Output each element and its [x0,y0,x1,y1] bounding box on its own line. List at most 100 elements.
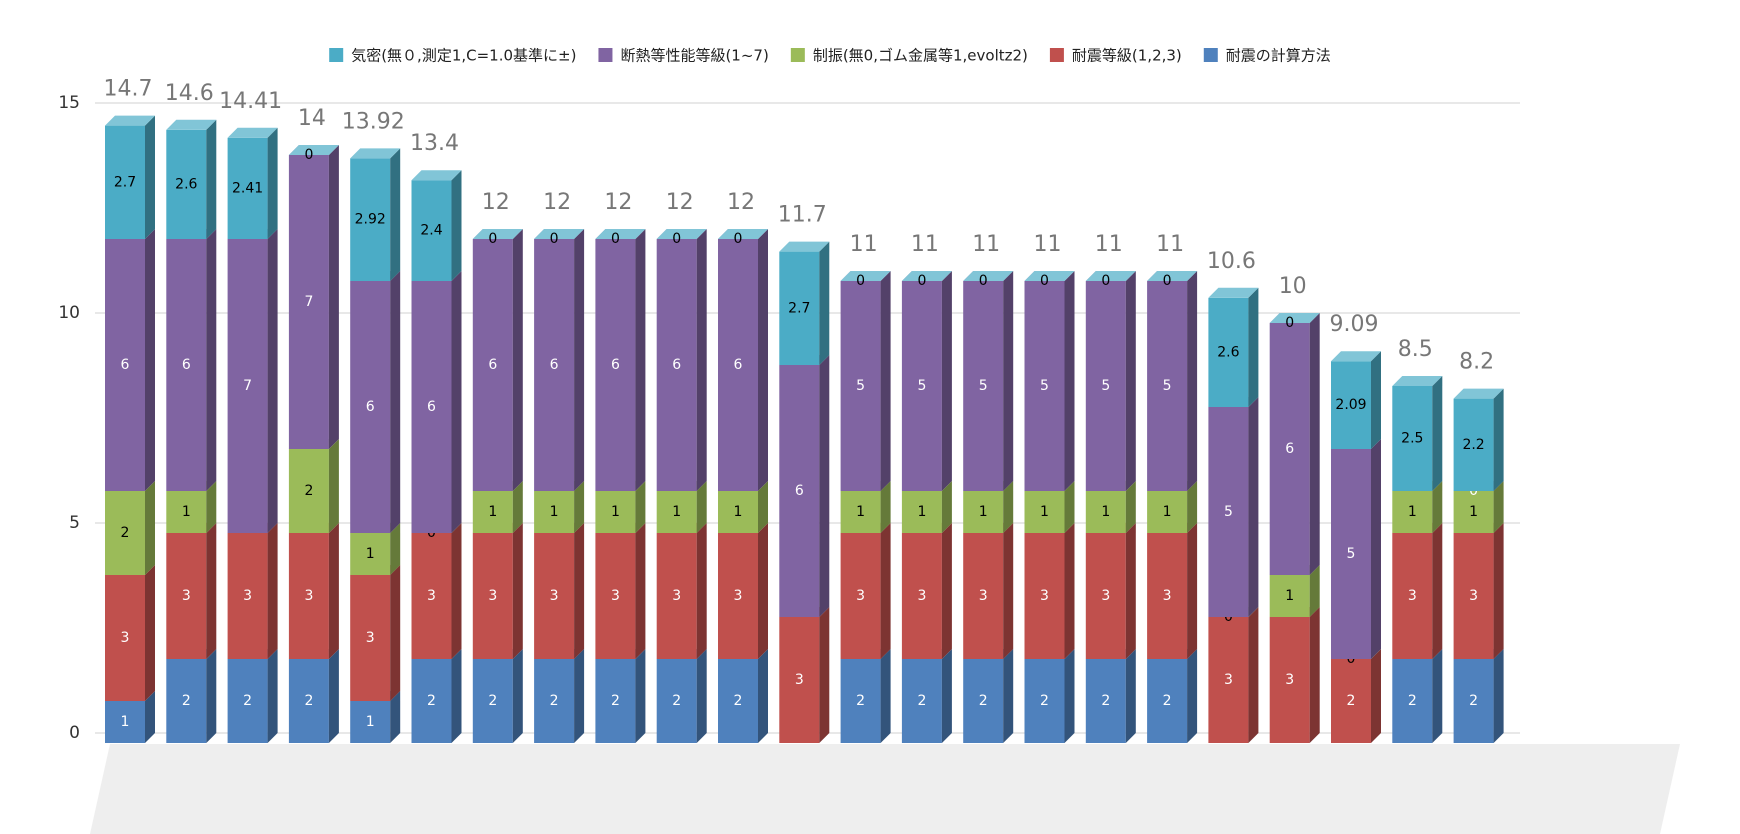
bar-segment [595,239,636,491]
data-label: 3 [488,588,497,604]
bar-segment [534,533,575,659]
data-label: 2.41 [232,180,263,196]
data-label: 2 [1469,693,1478,709]
data-label: 2 [427,693,436,709]
data-label: 0 [488,231,497,247]
bar-segment [963,659,1004,743]
bar-segment [840,659,881,743]
bar-side [145,229,155,491]
data-label: 1 [121,714,130,730]
bar-side [1064,271,1075,491]
bar-side [1248,397,1259,617]
bar-segment [534,239,575,491]
bar-side [206,481,217,533]
bar-segment [963,281,1004,491]
bar-side [1125,649,1136,743]
legend-label: 気密(無０,測定1,C=1.0基準に±) [351,47,576,65]
bar-side [512,523,523,659]
data-label: 3 [856,588,865,604]
data-label: 0 [672,231,681,247]
data-label: 1 [366,714,375,730]
bar-side [1003,649,1014,743]
data-label: 1 [611,504,620,520]
data-label: 6 [121,357,130,373]
bar-segment [1147,659,1188,743]
bar-side [696,481,707,533]
data-label: 2.7 [788,300,810,316]
bar-side [1187,523,1198,659]
data-label: 3 [182,588,191,604]
bar-top [1392,376,1443,386]
data-label: 6 [550,357,559,373]
floor [90,744,1680,834]
data-label: 0 [917,273,926,289]
data-label: 1 [182,504,191,520]
bar-segment [1085,281,1126,491]
bar-top [840,271,891,281]
bar-side [328,523,339,659]
total-label: 14.41 [219,89,282,114]
data-label: 5 [1163,378,1172,394]
bar-segment [534,491,575,533]
bar-segment [1085,533,1126,659]
data-label: 1 [672,504,681,520]
data-label: 1 [1163,504,1172,520]
bar-side [451,271,462,533]
bar-side [941,649,952,743]
bar-segment [656,533,697,659]
data-label: 2 [243,693,252,709]
data-label: 3 [550,588,559,604]
total-label: 11 [972,232,1000,257]
bar-side [1432,376,1443,491]
bar-side [206,229,217,491]
bar-side [390,691,401,743]
data-label: 1 [734,504,743,520]
total-label: 12 [604,190,632,215]
bar-segment [227,137,268,239]
bar-side [819,241,830,365]
data-label: 0 [1101,273,1110,289]
bar-side [758,649,768,743]
data-label: 1 [1040,504,1049,520]
bar-segment [656,659,697,743]
data-label: 2 [917,693,926,709]
bar-side [145,481,155,575]
bar-segment [840,533,881,659]
bar-segment [1024,491,1065,533]
bar-side [941,481,952,533]
data-label: 2.5 [1401,431,1423,447]
data-label: 5 [979,378,988,394]
data-label: 5 [1224,504,1233,520]
bar-segment [718,491,758,533]
bar-side [635,649,646,743]
data-label: 2 [1408,693,1417,709]
bar-segment [227,533,268,659]
bar-side [1309,565,1320,617]
bar-side [145,691,155,743]
bar-segment [227,659,268,743]
data-label: 2.09 [1335,397,1366,413]
bar-side [145,565,155,701]
bar-top [718,229,768,239]
data-label: 5 [1101,378,1110,394]
bar-side [574,523,585,659]
legend-label: 耐震等級(1,2,3) [1072,47,1182,65]
data-label: 3 [611,588,620,604]
legend-label: 制振(無0,ゴム金属等1,evoltz2) [813,47,1028,65]
total-label: 11.7 [778,203,827,228]
bar-segment [840,491,881,533]
bar-segment [1331,449,1371,659]
bar-side [1125,271,1136,491]
bar-segment [1085,659,1126,743]
bar-top [166,119,217,130]
bar-segment [472,239,513,491]
bar-side [451,523,462,659]
data-label: 2 [734,693,743,709]
data-label: 0 [979,273,988,289]
data-label: 7 [243,378,252,394]
bar-segment [411,533,452,659]
bar-side [880,271,891,491]
bar-segment [1024,281,1065,491]
bar-side [574,229,585,491]
bar-side [206,649,217,743]
